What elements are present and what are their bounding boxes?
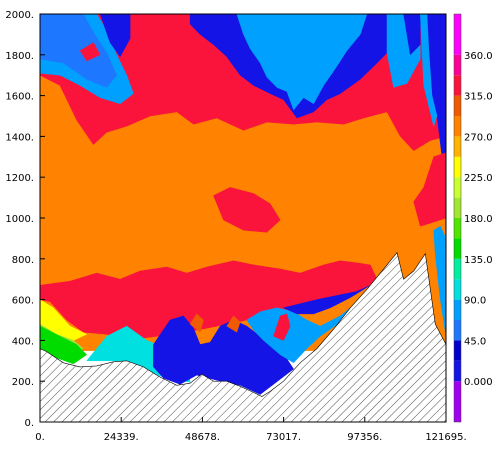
colorbar-segment-4 xyxy=(454,299,461,320)
colorbar-label: 0.000 xyxy=(464,377,493,388)
contour-region-13 xyxy=(273,313,291,341)
y-axis-ticks: 0. 200. 400. 600. 800. 1000. 1200. 1400. 1600. 18… xyxy=(5,10,45,429)
x-tick-label: 73017. xyxy=(266,432,301,443)
contour-region-9 xyxy=(189,313,204,333)
colorbar-label: 45.0 xyxy=(464,336,486,347)
contour-region-16 xyxy=(99,14,131,58)
colorbar-label: 225.0 xyxy=(464,173,493,184)
y-tick-label: 600. xyxy=(12,296,34,307)
contour-region-15 xyxy=(40,14,117,88)
y-tick-label: 2000. xyxy=(5,10,34,21)
colorbar-labels: 0.000 45.0 90.0 135.0 180.0 225.0 270.0 315.0 36… xyxy=(464,51,493,388)
x-tick-label: 121695. xyxy=(425,432,466,443)
y-tick-label: 0. xyxy=(24,418,34,429)
colorbar-segment-13 xyxy=(454,116,461,137)
contour-region-24 xyxy=(433,225,446,337)
colorbar-segment-15 xyxy=(454,75,461,96)
x-tick-label: 48678. xyxy=(185,432,220,443)
contour-region-25 xyxy=(413,152,446,227)
y-tick-label: 1400. xyxy=(5,132,34,143)
colorbar-segment-0 xyxy=(454,381,461,422)
y-tick-label: 800. xyxy=(12,255,34,266)
colorbar-label: 360.0 xyxy=(464,51,493,62)
colorbar-label: 315.0 xyxy=(464,92,493,103)
colorbar-label: 180.0 xyxy=(464,214,493,225)
colorbar-label: 270.0 xyxy=(464,132,493,143)
contour-region-3 xyxy=(40,260,378,339)
y-tick-label: 1000. xyxy=(5,214,34,225)
colorbar-segment-8 xyxy=(454,218,461,239)
colorbar-frame xyxy=(453,13,462,423)
y-tick-label: 1200. xyxy=(5,173,34,184)
contour-regions xyxy=(40,14,446,395)
terrain-mask xyxy=(40,252,446,422)
colorbar-segment-10 xyxy=(454,177,461,198)
contour-region-23 xyxy=(420,14,438,128)
contour-region-10 xyxy=(226,315,241,333)
y-tick-label: 200. xyxy=(12,377,34,388)
contour-region-2 xyxy=(213,187,281,233)
colorbar xyxy=(453,13,462,423)
colorbar-segment-9 xyxy=(454,197,461,218)
colorbar-label: 90.0 xyxy=(464,296,486,307)
colorbar-segment-12 xyxy=(454,136,461,157)
colorbar-segment-2 xyxy=(454,340,461,361)
colorbar-segment-7 xyxy=(454,238,461,259)
colorbar-segment-16 xyxy=(454,54,461,76)
x-tick-label: 24339. xyxy=(104,432,139,443)
x-tick-label: 97356. xyxy=(347,432,382,443)
x-axis-ticks: 0. 24339. 48678. 73017. 97356. 121695. xyxy=(35,417,467,443)
colorbar-segment-17 xyxy=(454,14,461,55)
colorbar-segment-1 xyxy=(454,360,461,382)
colorbar-segment-11 xyxy=(454,156,461,178)
colorbar-segment-5 xyxy=(454,279,461,300)
y-tick-label: 1800. xyxy=(5,51,34,62)
contour-region-17 xyxy=(79,42,101,62)
colorbar-segment-14 xyxy=(454,95,461,116)
y-tick-label: 400. xyxy=(12,336,34,347)
colorbar-segment-3 xyxy=(454,320,461,341)
contour-region-21 xyxy=(403,14,421,56)
contour-region-19 xyxy=(236,14,368,111)
x-tick-label: 0. xyxy=(35,432,45,443)
plot-area xyxy=(40,14,446,422)
y-tick-label: 1600. xyxy=(5,92,34,103)
colorbar-segment-6 xyxy=(454,258,461,280)
colorbar-label: 135.0 xyxy=(464,255,493,266)
